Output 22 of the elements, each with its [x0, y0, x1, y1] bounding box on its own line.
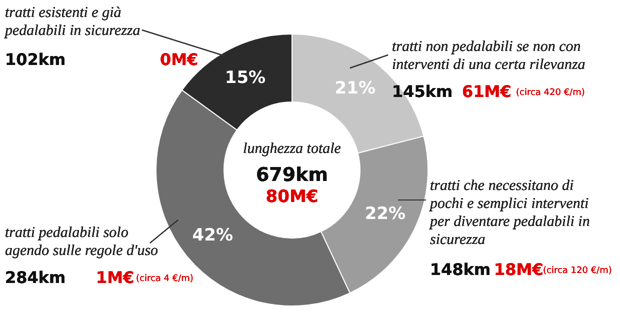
text: (circa 420 €/m) — [516, 88, 585, 98]
text: 80M€ — [266, 187, 318, 207]
text: 18M€ — [494, 260, 544, 279]
text: 61M€ — [462, 82, 512, 101]
data-label: 15% — [224, 68, 266, 88]
text: 145km — [392, 82, 453, 101]
slice-label: tratti che necessitano di pochi e semplici interventi per diventare pedalabili in sicurezza — [429, 178, 590, 248]
data-label: 42% — [192, 226, 233, 246]
text: lunghezza totale — [243, 141, 342, 157]
text: (circa 4 €/m) — [136, 274, 194, 284]
text: 1M€ — [96, 268, 134, 287]
data-label: 22% — [364, 204, 406, 224]
text: 102km — [5, 50, 66, 69]
text: 148km — [430, 260, 491, 279]
slice-label: tratti esistenti e già pedalabili in sicurezza — [4, 5, 140, 39]
text: 0M€ — [160, 50, 198, 69]
text: 679km — [256, 164, 328, 186]
text: (circa 120 €/m) — [543, 266, 612, 276]
data-label: 21% — [334, 78, 376, 99]
slice-label: tratti pedalabili solo agendo sulle regole d'uso — [5, 225, 159, 259]
slice-label: tratti non pedalabili se non con interventi di una certa rilevanza — [392, 39, 586, 73]
text: 284km — [5, 268, 66, 287]
